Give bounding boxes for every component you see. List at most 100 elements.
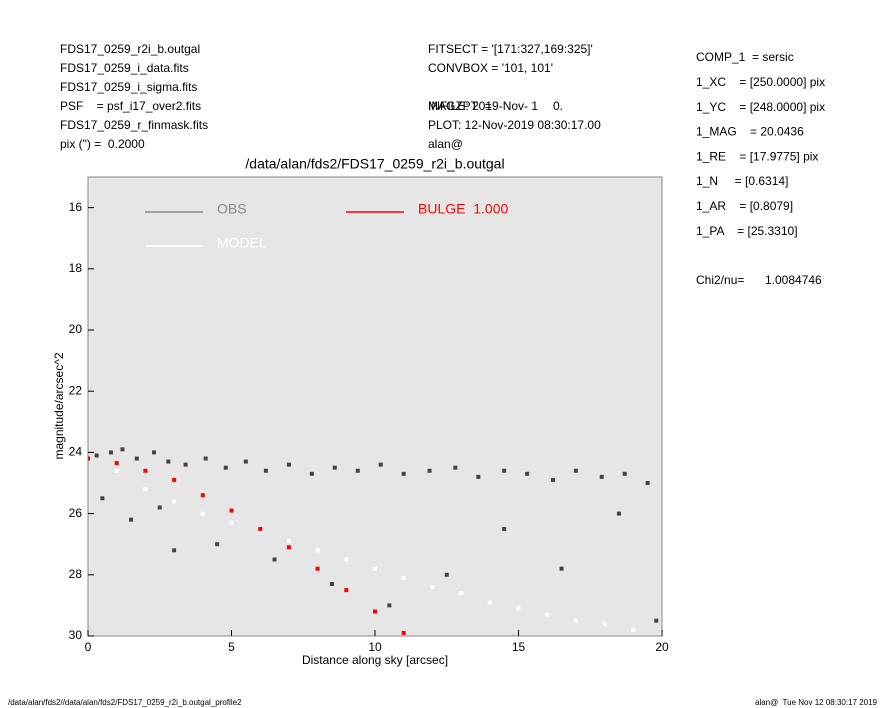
header-middle-line: CONVBOX = '101, 101' [428,61,553,75]
header-right-line: COMP_1 = sersic [696,50,794,64]
header-right-line: 1_XC = [250.0000] pix [696,75,825,89]
point [573,468,578,473]
point [309,471,314,476]
chi2-value: 1.0084746 [765,273,822,287]
header-right-line: 1_MAG = 20.0436 [696,125,804,139]
point [134,456,139,461]
point [430,585,435,590]
y-axis-label: magnitude/arcsec^2 [52,352,66,459]
y-tick-label: 30 [69,628,83,642]
point [502,468,507,473]
header-right-line: 1_YC = [248.0000] pix [696,100,825,114]
header-middle-line: alan@ [428,137,463,151]
y-tick-label: 16 [69,200,83,214]
point [401,575,406,580]
point [427,468,432,473]
legend-label: MODEL [217,235,267,251]
magzpt-value: 0. [553,99,563,113]
point [200,493,205,498]
magzpt-label: MAGZPT = [428,99,491,113]
chart-title: /data/alan/fds2/FDS17_0259_r2i_b.outgal [245,156,504,172]
header-middle-line: FITSECT = '[171:327,169:325]' [428,42,593,56]
point [229,520,234,525]
x-tick-label: 15 [512,640,526,654]
point [332,465,337,470]
point [203,456,208,461]
point [599,474,604,479]
footer-left: /data/alan/fds2//data/alan/fds2/FDS17_02… [8,698,242,707]
header-right-line: 1_N = [0.6314] [696,174,788,188]
point [502,526,507,531]
point [453,465,458,470]
point [622,471,627,476]
point [525,471,530,476]
header-right-line: 1_AR = [0.8079] [696,199,793,213]
header-left-line: PSF = psf_i17_over2.fits [60,99,201,113]
x-axis-label: Distance along sky [arcsec] [302,653,448,667]
point [545,612,550,617]
point [573,618,578,623]
point [172,548,177,553]
point [157,505,162,510]
point [263,468,268,473]
point [602,621,607,626]
point [172,477,177,482]
point [114,468,119,473]
point [143,487,148,492]
y-tick-label: 18 [69,261,83,275]
header-left-line: pix (") = 0.2000 [60,137,145,151]
legend-label: OBS [217,201,247,217]
plot-area [87,176,663,637]
header-middle-line: INFILE: 2019-Nov- 1 [428,99,538,113]
header-right-line: 1_PA = [25.3310] [696,224,798,238]
point [258,529,263,534]
point [516,606,521,611]
point [459,591,464,596]
point [129,517,134,522]
header-left-line: FDS17_0259_i_data.fits [60,61,189,75]
point [243,459,248,464]
point [559,566,564,571]
legend-label: BULGE 1.000 [418,201,508,217]
point [143,468,148,473]
footer-right: alan@ Tue Nov 12 08:30:17 2019 [755,698,878,707]
y-tick-label: 24 [69,445,83,459]
point [476,474,481,479]
point [108,450,113,455]
point [645,481,650,485]
point [200,511,205,516]
point [344,588,349,593]
point [387,603,392,608]
point [172,499,177,504]
point [100,496,105,501]
point [223,465,228,470]
point [616,511,621,516]
point [258,526,263,531]
point [401,471,406,476]
point [215,542,220,547]
point [550,477,555,482]
point [373,609,377,614]
y-tick-label: 22 [69,383,83,397]
point [166,459,171,464]
point [286,462,291,467]
point [88,456,90,461]
chi2-label: Chi2/nu= [696,273,744,287]
x-tick-label: 0 [85,640,92,654]
point [444,572,449,577]
point [272,557,277,562]
points [88,447,662,635]
point [654,618,659,623]
header-left-line: FDS17_0259_r2i_b.outgal [60,42,200,56]
point [183,462,188,467]
point [114,461,119,466]
x-tick-label: 5 [228,640,235,654]
header-left-line: FDS17_0259_r_finmask.fits [60,118,208,132]
point [401,630,406,635]
point [631,627,636,632]
point [315,566,320,571]
y-tick-label: 20 [69,322,83,336]
point [378,462,383,467]
point [355,468,360,473]
